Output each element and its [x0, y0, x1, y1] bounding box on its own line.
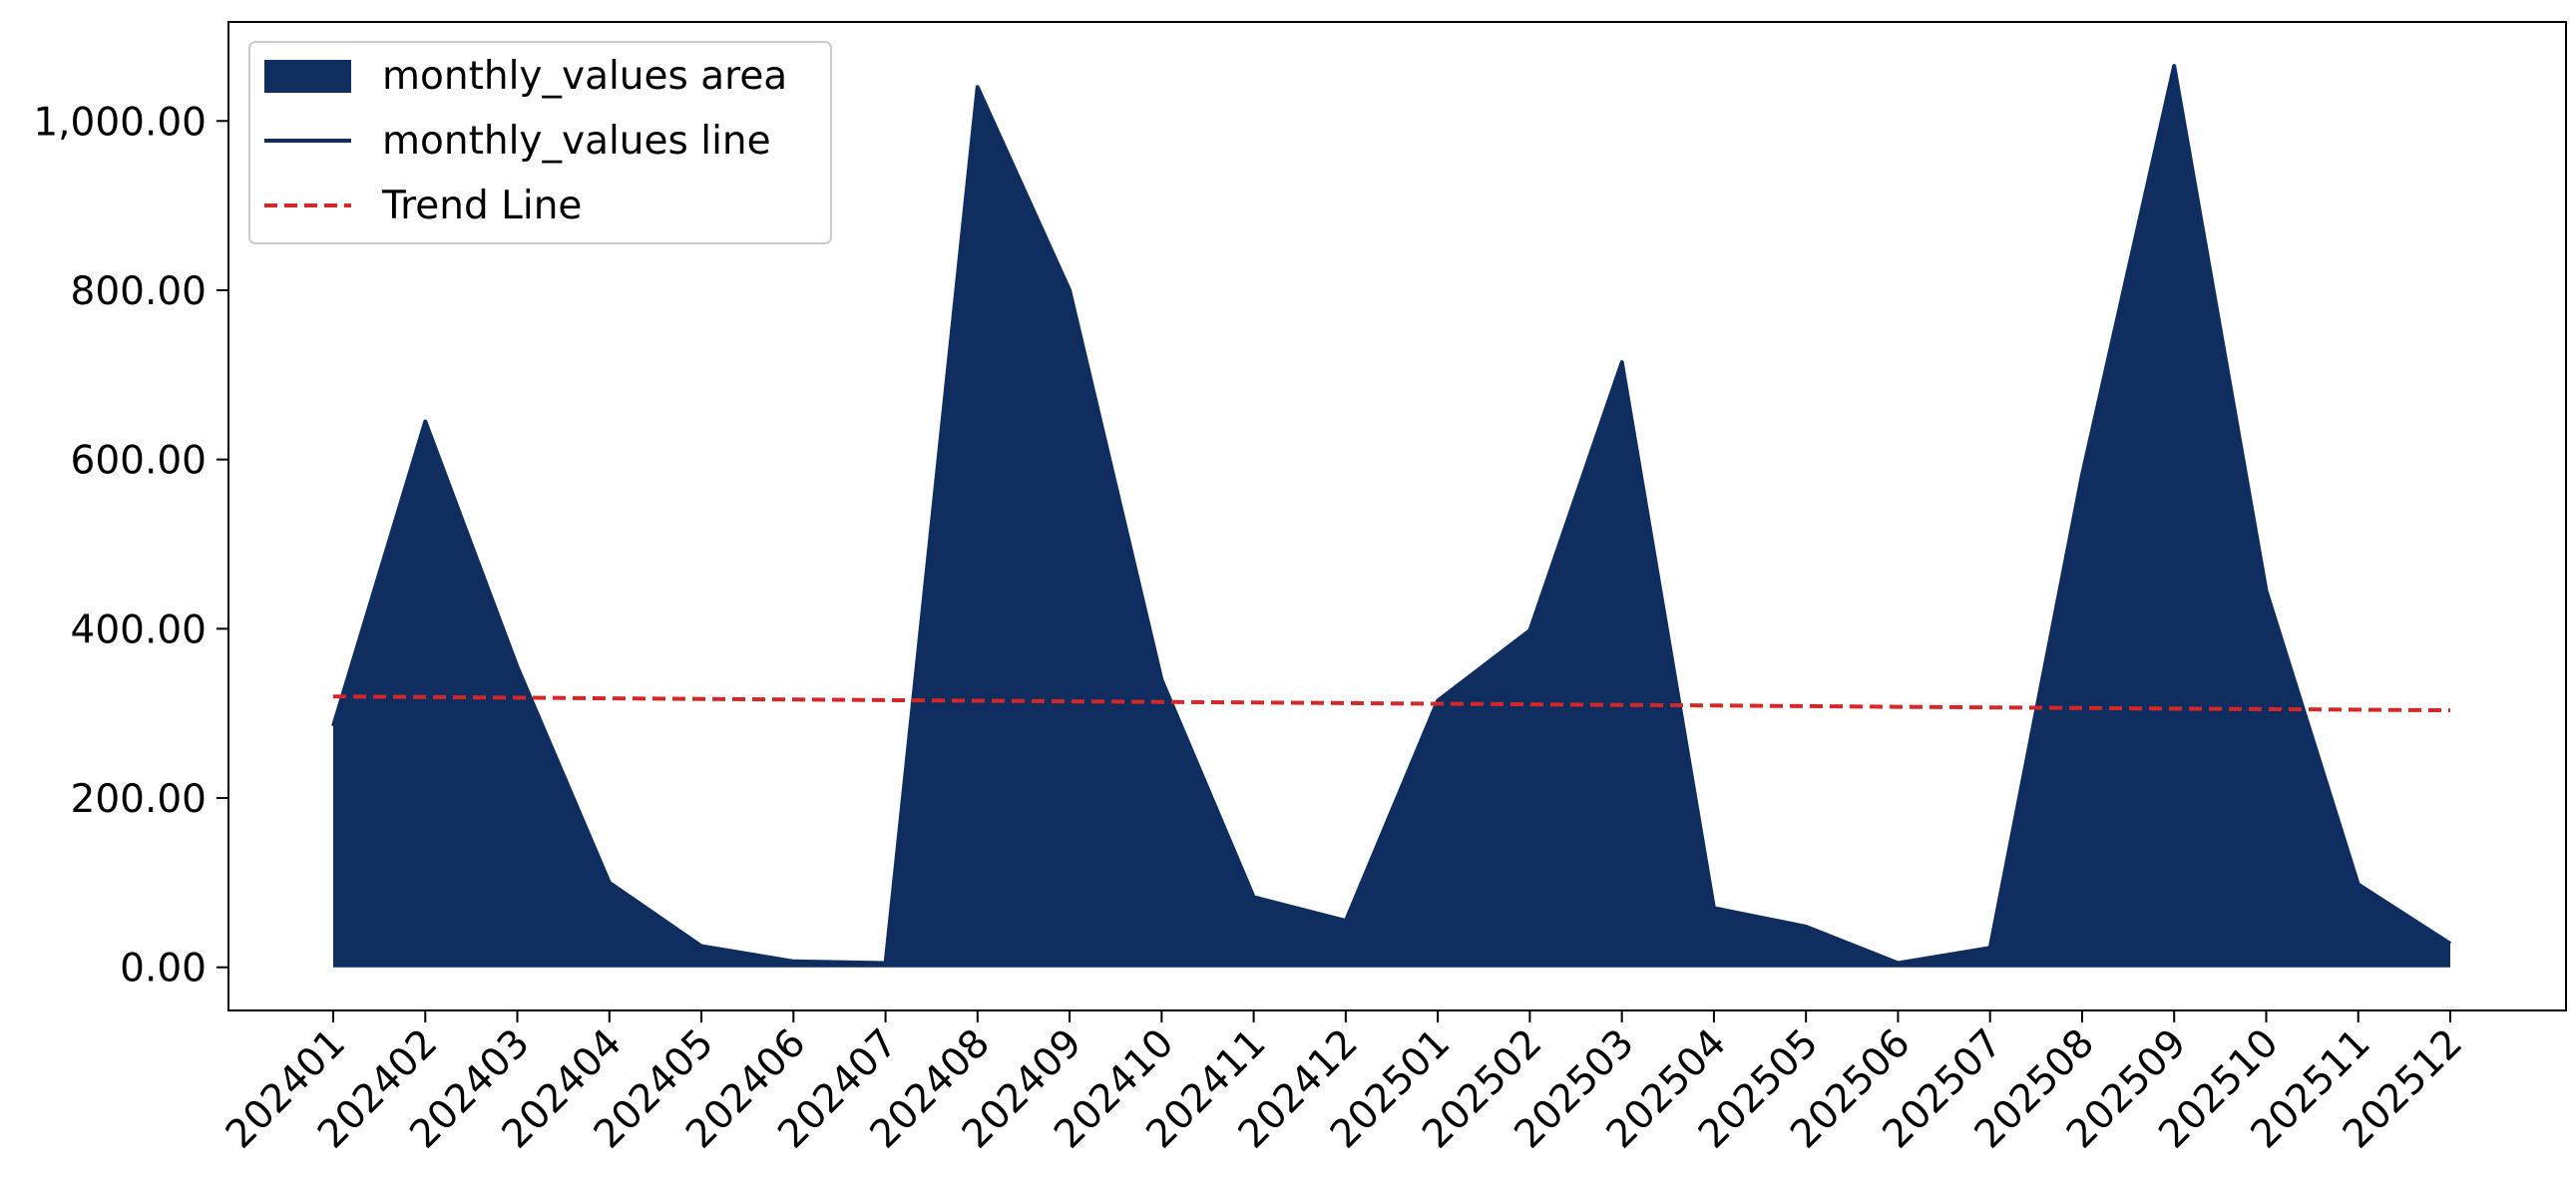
axes-frame	[227, 21, 2567, 1011]
legend-label-trend: Trend Line	[381, 184, 582, 228]
legend-swatch-area	[264, 60, 351, 93]
y-tick-label: 800.00	[71, 269, 207, 314]
legend: monthly_values area monthly_values line …	[248, 41, 832, 244]
plot-area	[331, 64, 2452, 968]
y-axis: 0.00 200.00 400.00 600.00 800.00 1,000.00	[33, 100, 228, 992]
y-tick-label: 200.00	[71, 777, 207, 822]
y-tick-label: 600.00	[71, 439, 207, 484]
area-fill	[333, 66, 2450, 968]
value-line	[331, 64, 2452, 966]
legend-label-line: monthly_values line	[382, 119, 771, 164]
legend-box	[248, 41, 832, 244]
y-tick-label: 400.00	[71, 607, 207, 652]
trend-line	[332, 694, 2451, 713]
x-axis: 2024012024022024032024042024052024062024…	[217, 1010, 2471, 1157]
y-tick-label: 0.00	[120, 947, 207, 992]
y-tick-label: 1,000.00	[33, 100, 207, 145]
legend-label-area: monthly_values area	[382, 54, 787, 99]
